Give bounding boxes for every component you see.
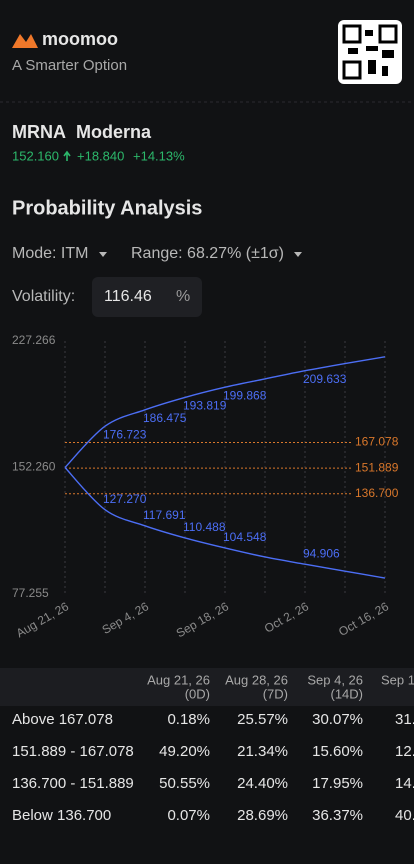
data-label: 176.723 [103,427,147,441]
row-label: Below 136.700 [12,807,111,824]
price: 152.160 [12,148,59,163]
tagline: A Smarter Option [12,57,127,74]
cell-value: 25.57% [237,711,288,728]
data-label: 104.548 [223,530,267,544]
cell-value: 17.95% [312,775,363,792]
brand: moomoo [42,29,118,49]
volatility-value: 116.46 [104,288,152,305]
up-arrow [63,150,71,161]
y-tick-label: 152.260 [12,460,56,474]
range-selector[interactable]: Range: 68.27% (±1σ) [131,245,284,262]
dropdown-caret [99,252,107,257]
data-label: 193.819 [183,399,227,413]
probability-boundary [64,467,386,579]
cell-value: 24.40% [237,775,288,792]
data-label: 209.633 [303,372,347,386]
data-label: 186.475 [143,411,187,425]
symbol: MRNA [12,122,66,142]
volatility-input[interactable] [92,277,202,317]
probability-table: Aug 21, 26(0D) Aug 28, 26(7D) Sep 4, 26(14… [0,668,414,824]
cell-value: 40. [395,807,414,824]
cell-value: 0.07% [167,807,210,824]
dropdown-caret [294,252,302,257]
column-date: Sep 1 [381,672,414,687]
qr-code [338,20,402,84]
cell-value: 36.37% [312,807,363,824]
table-header-band [0,668,414,706]
stock-name: Moderna [76,122,152,142]
column-date: Sep 4, 26 [307,672,363,687]
row-label: Above 167.078 [12,711,113,728]
cell-value: 30.07% [312,711,363,728]
data-label: 110.488 [183,520,226,534]
data-label: 94.906 [303,546,340,560]
column-days: (7D) [263,686,288,701]
change: +18.840 [77,148,124,163]
data-label: 127.270 [103,492,147,506]
y-tick-label: 77.255 [12,586,49,600]
cell-value: 14. [395,775,414,792]
cell-value: 15.60% [312,743,363,760]
row-label: 136.700 - 151.889 [12,775,134,792]
mode-selector[interactable]: Mode: ITM [12,245,88,262]
y-tick-label: 227.266 [12,333,56,347]
data-label: 199.868 [223,388,267,402]
data-label: 117.691 [143,508,186,522]
column-date: Aug 21, 26 [147,672,210,687]
reference-label: 136.700 [355,486,399,500]
cell-value: 0.18% [167,711,210,728]
column-date: Aug 28, 26 [225,672,288,687]
change-percent: +14.13% [133,148,185,163]
column-days: (0D) [185,686,210,701]
reference-label: 151.889 [355,460,399,474]
cell-value: 31. [395,711,414,728]
probability-boundary [64,356,386,468]
cell-value: 12. [395,743,414,760]
cell-value: 28.69% [237,807,288,824]
cell-value: 49.20% [159,743,210,760]
row-label: 151.889 - 167.078 [12,743,134,760]
cell-value: 21.34% [237,743,288,760]
volatility-label: Volatility: [12,288,75,305]
logo-icon [12,34,38,48]
column-days: (14D) [330,686,363,701]
section-title: Probability Analysis [12,197,202,219]
volatility-unit: % [176,288,190,305]
cell-value: 50.55% [159,775,210,792]
reference-label: 167.078 [355,435,399,449]
